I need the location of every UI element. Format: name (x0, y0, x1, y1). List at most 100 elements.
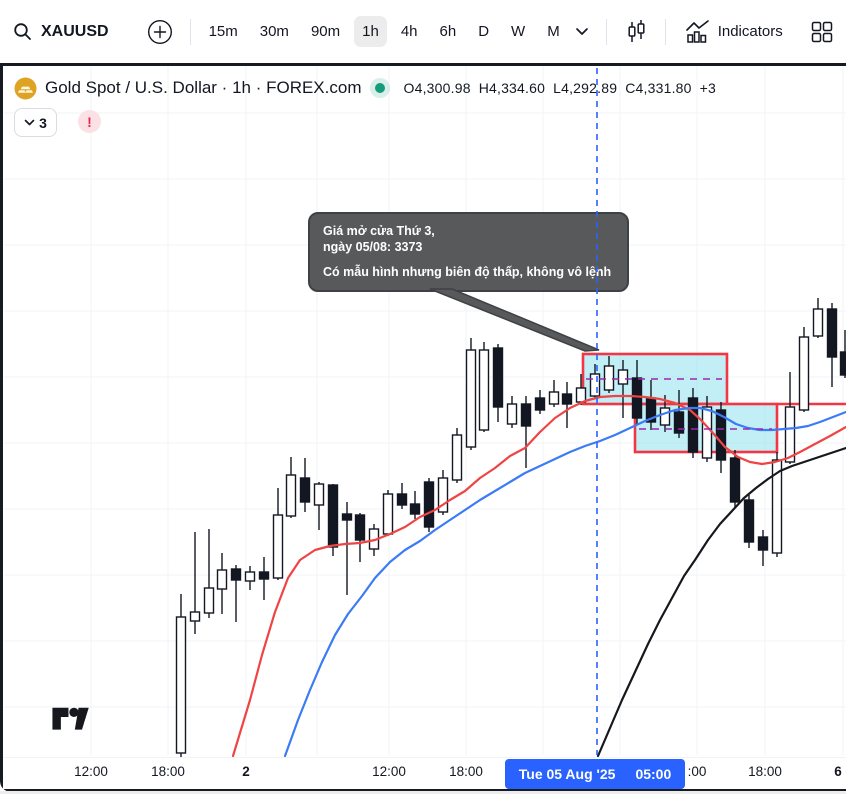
candle (451, 428, 463, 483)
object-tree-button[interactable]: 3 (14, 108, 57, 137)
timeframe-D[interactable]: D (470, 16, 497, 47)
ma-slow-black (596, 446, 846, 758)
candle (299, 458, 311, 512)
bottom-strip (0, 791, 846, 794)
top-toolbar: XAUUSD 15m 30m 90m 1h 4h 6h D W M (0, 0, 846, 63)
time-axis[interactable]: Tue 05 Aug '25 05:00 12:00 18:00 2 12:00 18:… (3, 757, 846, 789)
open-value: 4,300.98 (414, 80, 471, 96)
chevron-down-icon (24, 119, 35, 126)
high-value: 4,334.60 (489, 80, 546, 96)
indicators-label: Indicators (717, 23, 783, 40)
layout-grid-button[interactable] (804, 14, 840, 50)
candle (478, 342, 490, 432)
timeframe-M[interactable]: M (539, 16, 568, 47)
gold-coin-icon (14, 77, 37, 100)
grid-layout-icon (811, 21, 833, 43)
candle (561, 382, 573, 428)
plus-circle-icon (147, 19, 173, 45)
candle (437, 470, 449, 515)
chevron-down-icon (575, 27, 589, 36)
exclamation-icon: ! (87, 113, 92, 130)
candle (617, 360, 629, 418)
market-status-dot[interactable] (375, 83, 386, 93)
chart-legend[interactable]: Gold Spot / U.S. Dollar · 1h · FOREX.com… (14, 74, 716, 102)
time-label: 18:00 (748, 764, 782, 779)
timeframe-30m[interactable]: 30m (252, 16, 297, 47)
search-icon (13, 22, 32, 41)
candle (715, 402, 727, 473)
time-label: :00 (687, 764, 707, 779)
object-count: 3 (39, 114, 47, 131)
candles (175, 298, 846, 758)
time-label: 2 (242, 764, 250, 779)
toolbar-divider (664, 18, 666, 45)
toolbar-divider (189, 18, 191, 45)
timeframe-dropdown-button[interactable] (568, 20, 596, 43)
timeframe-90m[interactable]: 90m (303, 16, 348, 47)
candle (423, 478, 435, 532)
timeframe-1h[interactable]: 1h (354, 16, 387, 47)
candle (589, 364, 601, 399)
timeframe-W[interactable]: W (503, 16, 533, 47)
symbol-title[interactable]: Gold Spot / U.S. Dollar · 1h · FOREX.com (45, 78, 362, 97)
timeframe-group: 15m 30m 90m 1h 4h 6h D W M (201, 16, 568, 47)
box-dashed-levels (586, 378, 772, 430)
candle (534, 390, 546, 414)
candle (603, 356, 615, 393)
candle (244, 566, 256, 590)
low-value: 4,292.89 (561, 80, 618, 96)
candle (520, 396, 532, 468)
candle (189, 532, 201, 634)
candle (784, 372, 796, 464)
compare-add-button[interactable] (140, 12, 180, 52)
candle (492, 344, 504, 422)
candle (812, 298, 824, 338)
toolbar-divider (605, 18, 607, 45)
candle (839, 330, 846, 378)
candle (382, 490, 394, 536)
tradingview-logo[interactable] (52, 706, 90, 733)
moving-averages (231, 394, 846, 758)
timeframe-6h[interactable]: 6h (432, 16, 465, 47)
symbol-label: XAUUSD (41, 22, 109, 40)
ohlc-values: O4,300.98 H4,334.60 L4,292.89 C4,331.80 … (403, 80, 717, 96)
ma-mid-blue (283, 406, 846, 758)
candle (771, 452, 783, 557)
candle (465, 338, 477, 450)
chart-style-button[interactable] (617, 12, 655, 52)
time-label: 12:00 (372, 764, 406, 779)
candle (175, 594, 187, 758)
symbol-search-button[interactable]: XAUUSD (4, 15, 118, 48)
time-label: 12:00 (74, 764, 108, 779)
candle (757, 530, 769, 566)
timeframe-15m[interactable]: 15m (201, 16, 246, 47)
close-value: 4,331.80 (635, 80, 692, 96)
candle (327, 484, 339, 556)
ma-fast-red (231, 394, 846, 758)
candle (631, 360, 643, 425)
candle (354, 513, 366, 562)
timeframe-4h[interactable]: 4h (393, 16, 426, 47)
candle (341, 502, 353, 595)
time-label: 18:00 (449, 764, 483, 779)
indicators-button[interactable]: Indicators (676, 13, 792, 51)
warning-badge[interactable]: ! (78, 110, 101, 133)
badge-date: Tue 05 Aug '25 (518, 766, 616, 782)
candle (396, 483, 408, 509)
crosshair-time-badge: Tue 05 Aug '25 05:00 (505, 759, 685, 789)
candle (203, 529, 215, 618)
note-callout[interactable]: Giá mở cửa Thứ 3, ngày 05/08: 3373 Có mẫ… (308, 212, 629, 292)
badge-time: 05:00 (635, 766, 672, 782)
candle (216, 553, 228, 614)
time-label: 6 (834, 764, 842, 779)
gridlines (4, 66, 846, 755)
candle (506, 396, 518, 428)
candle (409, 491, 421, 519)
time-label: 18:00 (151, 764, 185, 779)
candle (826, 303, 838, 387)
candle (313, 482, 325, 530)
callout-line2: ngày 05/08: 3373 (323, 240, 423, 255)
candle (743, 495, 755, 548)
callout-line3: Có mẫu hình nhưng biên độ thấp, không vô… (323, 264, 612, 279)
